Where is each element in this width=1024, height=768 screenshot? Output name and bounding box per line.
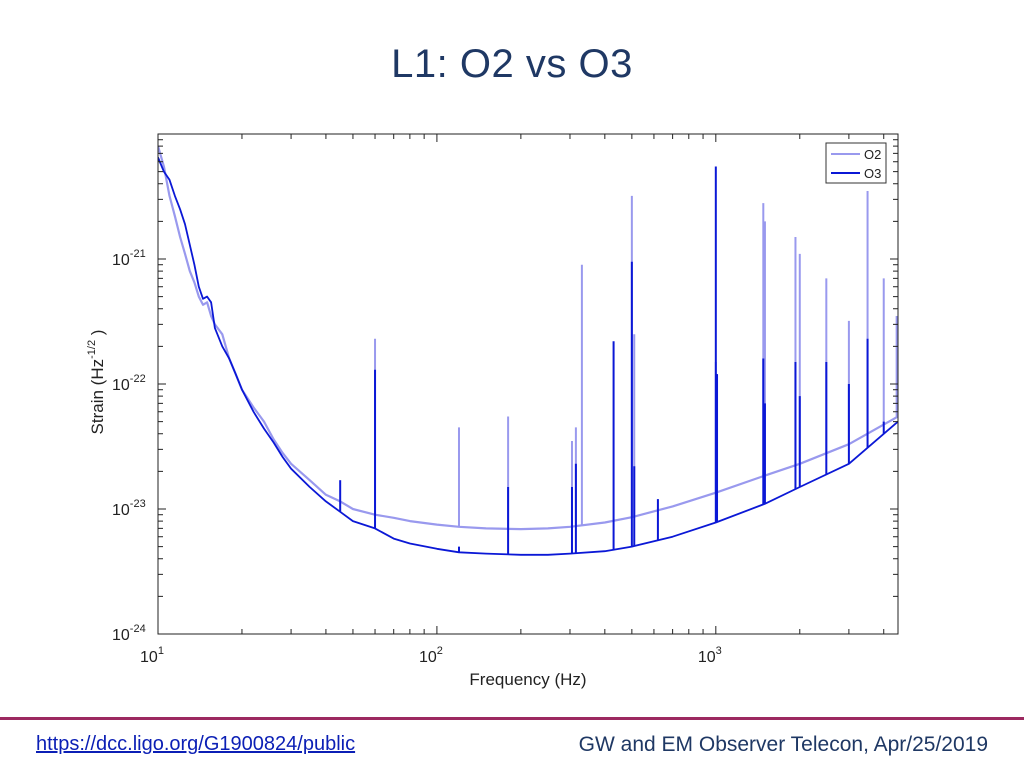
footer-divider [0, 717, 1024, 720]
y-tick-exp: -22 [130, 373, 146, 385]
y-tick-exp: -21 [130, 248, 146, 260]
y-tick-base: 10 [112, 502, 130, 519]
y-tick-base: 10 [112, 627, 130, 644]
x-tick-base: 10 [698, 649, 716, 666]
y-tick-label: 10-23 [112, 498, 146, 519]
legend-label-o3: O3 [864, 166, 881, 181]
x-tick-base: 10 [140, 649, 158, 666]
series-line-o2 [158, 145, 898, 531]
y-axis-label-close: ) [88, 330, 107, 340]
legend-box [825, 142, 887, 184]
x-tick-label: 102 [419, 645, 443, 666]
x-tick-label: 103 [698, 645, 722, 666]
x-axis-label: Frequency (Hz) [469, 670, 586, 689]
y-axis-label-main: Strain (Hz [88, 359, 107, 435]
y-tick-exp: -24 [130, 623, 146, 635]
y-tick-label: 10-24 [112, 623, 146, 644]
x-tick-exp: 2 [437, 645, 443, 657]
series-line-o3 [158, 157, 898, 556]
y-tick-base: 10 [112, 252, 130, 269]
x-tick-exp: 1 [158, 645, 164, 657]
series-o2 [158, 145, 898, 531]
series-o3 [158, 157, 898, 556]
legend-label-o2: O2 [864, 147, 881, 162]
footer-link[interactable]: https://dcc.ligo.org/G1900824/public [36, 733, 356, 755]
x-tick-base: 10 [419, 649, 437, 666]
footer-meta: GW and EM Observer Telecon, Apr/25/2019 [578, 733, 988, 756]
x-tick-label: 101 [140, 645, 164, 666]
x-tick-exp: 3 [716, 645, 722, 657]
y-tick-base: 10 [112, 377, 130, 394]
y-tick-exp: -23 [130, 498, 146, 510]
plot-frame [157, 133, 899, 635]
y-axis-label: Strain (Hz-1/2 ) [86, 330, 107, 435]
y-tick-label: 10-22 [112, 373, 146, 394]
y-tick-label: 10-21 [112, 248, 146, 269]
slide-title: L1: O2 vs O3 [391, 42, 633, 86]
y-axis-label-exp: -1/2 [86, 340, 98, 359]
